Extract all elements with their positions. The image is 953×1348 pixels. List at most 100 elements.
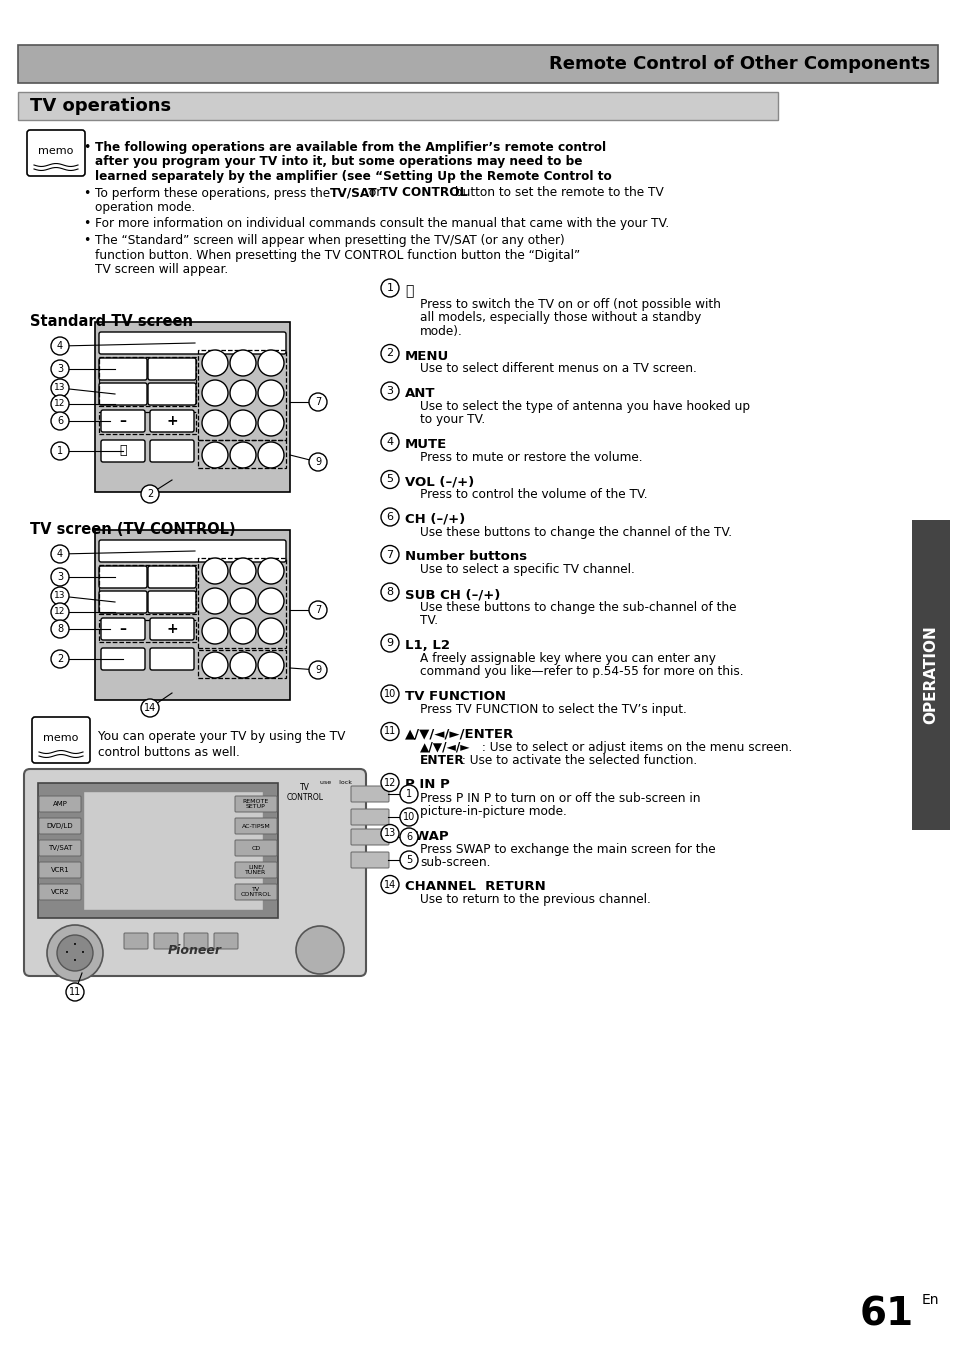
Circle shape <box>51 360 69 377</box>
Circle shape <box>230 380 255 406</box>
Circle shape <box>380 634 398 652</box>
FancyBboxPatch shape <box>234 884 276 900</box>
Text: Use to select a specific TV channel.: Use to select a specific TV channel. <box>419 563 634 577</box>
Text: 11: 11 <box>69 987 81 998</box>
Bar <box>99 565 195 613</box>
Circle shape <box>380 345 398 363</box>
Text: DVD/LD: DVD/LD <box>47 824 73 829</box>
Circle shape <box>47 925 103 981</box>
Text: learned separately by the amplifier (see “Setting Up the Remote Control to: learned separately by the amplifier (see… <box>95 170 611 183</box>
Text: CHANNEL  RETURN: CHANNEL RETURN <box>405 880 545 894</box>
Text: VCR2: VCR2 <box>51 888 70 895</box>
Text: TV.: TV. <box>419 615 437 628</box>
Circle shape <box>257 380 284 406</box>
Circle shape <box>309 394 327 411</box>
Text: all models, especially those without a standby: all models, especially those without a s… <box>419 311 700 325</box>
Text: : Use to activate the selected function.: : Use to activate the selected function. <box>457 754 697 767</box>
Text: LINE/
TUNER: LINE/ TUNER <box>245 864 266 875</box>
Text: For more information on individual commands consult the manual that came with th: For more information on individual comma… <box>95 217 668 231</box>
Circle shape <box>141 485 159 503</box>
Text: TV screen (TV CONTROL): TV screen (TV CONTROL) <box>30 522 235 537</box>
Circle shape <box>380 546 398 563</box>
Circle shape <box>51 442 69 460</box>
Text: 9: 9 <box>386 638 394 648</box>
Text: after you program your TV into it, but some operations may need to be: after you program your TV into it, but s… <box>95 155 582 168</box>
Circle shape <box>57 936 92 971</box>
Circle shape <box>257 442 284 468</box>
Circle shape <box>202 380 228 406</box>
Text: Standard TV screen: Standard TV screen <box>30 314 193 329</box>
FancyBboxPatch shape <box>150 617 193 640</box>
Text: The following operations are available from the Amplifier’s remote control: The following operations are available f… <box>95 142 605 154</box>
Text: 2: 2 <box>147 489 153 499</box>
Bar <box>198 350 286 439</box>
Circle shape <box>380 875 398 894</box>
Circle shape <box>51 586 69 605</box>
Circle shape <box>380 279 398 297</box>
Circle shape <box>380 685 398 704</box>
Text: 14: 14 <box>383 879 395 890</box>
Circle shape <box>51 568 69 586</box>
Text: control buttons as well.: control buttons as well. <box>98 745 239 759</box>
Circle shape <box>380 723 398 740</box>
Circle shape <box>257 558 284 584</box>
Circle shape <box>230 588 255 613</box>
Circle shape <box>51 412 69 430</box>
Text: TV/SAT: TV/SAT <box>48 845 72 851</box>
Text: 5: 5 <box>386 474 393 484</box>
Text: •: • <box>73 958 77 964</box>
FancyBboxPatch shape <box>124 933 148 949</box>
Circle shape <box>380 470 398 488</box>
Text: memo: memo <box>43 733 78 743</box>
Circle shape <box>257 652 284 678</box>
Text: Use to select different menus on a TV screen.: Use to select different menus on a TV sc… <box>419 363 696 376</box>
FancyBboxPatch shape <box>27 129 85 177</box>
Text: TV
CONTROL: TV CONTROL <box>240 887 271 898</box>
Text: 3: 3 <box>386 386 393 396</box>
Circle shape <box>202 558 228 584</box>
Circle shape <box>380 381 398 400</box>
Text: TV operations: TV operations <box>30 97 171 115</box>
Text: 13: 13 <box>54 592 66 600</box>
FancyBboxPatch shape <box>32 717 90 763</box>
Text: TV FUNCTION: TV FUNCTION <box>405 690 505 704</box>
FancyBboxPatch shape <box>351 809 389 825</box>
Circle shape <box>141 700 159 717</box>
Text: 6: 6 <box>386 512 393 522</box>
Text: AC-TIPSM: AC-TIPSM <box>241 824 270 829</box>
Bar <box>95 322 290 492</box>
Circle shape <box>51 395 69 412</box>
Text: 7: 7 <box>314 605 321 615</box>
Text: Use to select the type of antenna you have hooked up: Use to select the type of antenna you ha… <box>419 400 749 412</box>
Text: 3: 3 <box>57 572 63 582</box>
Bar <box>83 791 263 910</box>
Text: sub-screen.: sub-screen. <box>419 856 490 869</box>
Text: Use these buttons to change the sub-channel of the: Use these buttons to change the sub-chan… <box>419 601 736 613</box>
Text: ANT: ANT <box>405 387 435 400</box>
Text: +: + <box>166 621 177 636</box>
Circle shape <box>230 410 255 435</box>
Text: Press to mute or restore the volume.: Press to mute or restore the volume. <box>419 452 641 464</box>
FancyBboxPatch shape <box>24 768 366 976</box>
Text: 1: 1 <box>386 283 393 293</box>
Text: 2: 2 <box>386 349 394 359</box>
Text: •: • <box>65 950 69 956</box>
Text: 6: 6 <box>406 832 412 842</box>
Text: To perform these operations, press the: To perform these operations, press the <box>95 186 334 200</box>
Text: Use these buttons to change the channel of the TV.: Use these buttons to change the channel … <box>419 526 731 539</box>
Text: Press to control the volume of the TV.: Press to control the volume of the TV. <box>419 488 647 501</box>
Bar <box>38 783 277 918</box>
Text: 61: 61 <box>859 1295 913 1335</box>
Text: Remote Control of Other Components: Remote Control of Other Components <box>548 55 929 73</box>
Text: OPERATION: OPERATION <box>923 625 938 724</box>
FancyBboxPatch shape <box>99 332 286 355</box>
Circle shape <box>230 558 255 584</box>
Circle shape <box>202 350 228 376</box>
Text: MENU: MENU <box>405 349 449 363</box>
Circle shape <box>257 588 284 613</box>
FancyBboxPatch shape <box>150 439 193 462</box>
Text: •: • <box>83 217 91 231</box>
Text: 1: 1 <box>406 789 412 799</box>
FancyBboxPatch shape <box>351 786 389 802</box>
Text: 3: 3 <box>57 364 63 373</box>
